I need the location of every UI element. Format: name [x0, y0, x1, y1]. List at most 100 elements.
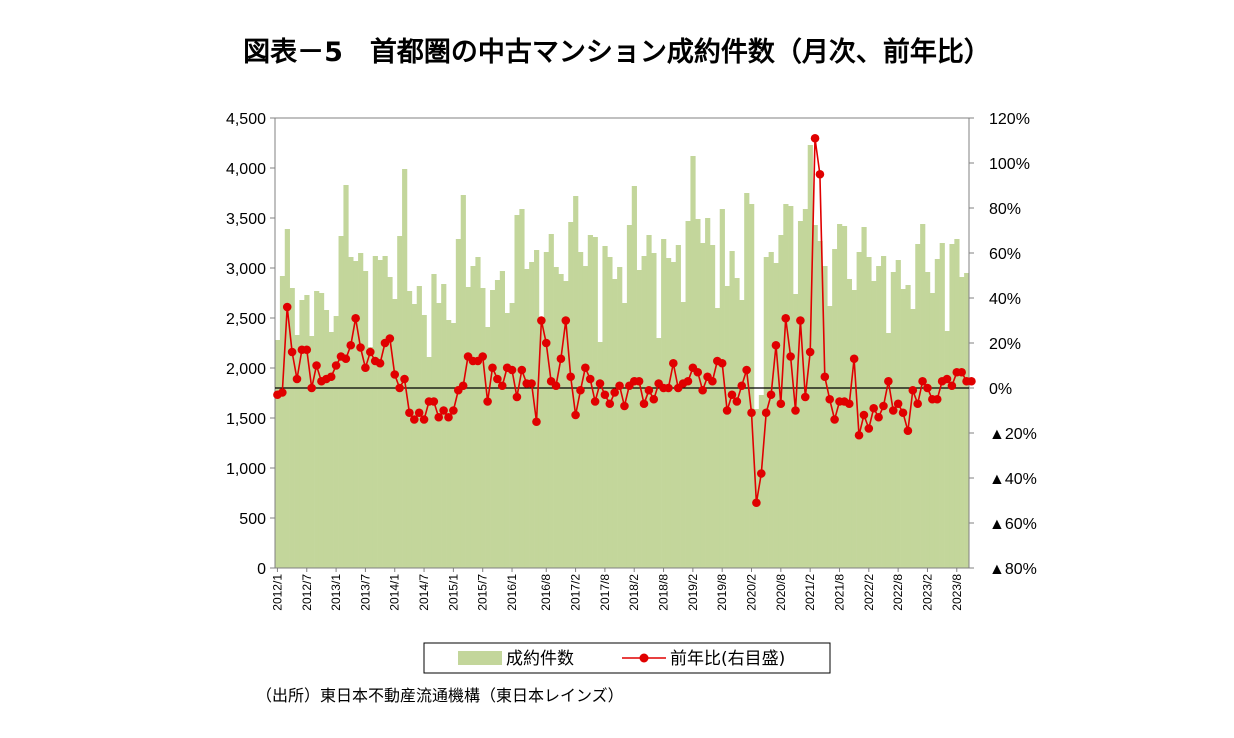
bar [568, 222, 574, 568]
line-point [879, 401, 888, 411]
line-point [669, 358, 678, 368]
bar [465, 287, 471, 568]
right-tick-label: 60% [989, 246, 1021, 263]
bar [827, 306, 833, 568]
line-point [390, 370, 400, 379]
line-point [923, 383, 932, 393]
line-point [908, 385, 918, 395]
left-y-axis: 0 500 1,000 1,500 2,000 2,500 3,000 3,500 4,000 4… [226, 111, 275, 578]
bar [416, 286, 422, 568]
line-point [776, 399, 786, 409]
bar [651, 253, 657, 568]
bar [338, 236, 344, 568]
line-point [752, 498, 761, 508]
bar [441, 284, 447, 568]
line-point [366, 347, 375, 357]
line-point [737, 381, 747, 391]
line-point [556, 354, 566, 364]
line-point [742, 365, 751, 375]
bar [587, 235, 593, 568]
line-point [947, 381, 957, 391]
bar [402, 169, 408, 568]
bar [744, 193, 750, 568]
bar [675, 245, 681, 568]
bar [964, 273, 970, 568]
legend-swatch-bar [458, 651, 502, 665]
line-point [385, 334, 395, 343]
line-point [439, 406, 448, 415]
line-point [541, 338, 551, 348]
bar [939, 243, 945, 568]
line-point [820, 372, 830, 382]
bar [299, 300, 305, 568]
legend: 成約件数 前年比(右目盛) [423, 642, 831, 674]
bar [626, 225, 633, 568]
bar [446, 320, 452, 568]
bar [617, 267, 623, 568]
line-point [576, 385, 585, 395]
bar [612, 279, 618, 568]
line-point [722, 406, 732, 415]
line-point [527, 379, 536, 388]
line-point [458, 381, 468, 391]
line-point [282, 302, 292, 312]
line-point [405, 408, 414, 418]
bar [734, 278, 740, 568]
line-point [756, 469, 766, 478]
bar [450, 323, 457, 568]
line-point [551, 381, 561, 391]
bar [949, 244, 955, 568]
line-point [644, 385, 654, 395]
line-point [693, 367, 703, 377]
bar [851, 290, 857, 568]
x-tick-label: 2020/8 [774, 574, 788, 611]
x-tick-label: 2020/2 [745, 574, 759, 611]
bar [934, 259, 940, 568]
bar [866, 257, 872, 568]
bar [900, 289, 906, 568]
bar [480, 288, 486, 568]
x-tick-label: 2013/1 [329, 574, 343, 611]
x-tick-label: 2017/2 [569, 574, 583, 611]
line-point [796, 316, 805, 325]
bar [925, 272, 931, 568]
line-point [830, 415, 839, 424]
right-tick-label: ▲40% [989, 471, 1037, 488]
right-tick-label: ▲60% [989, 516, 1037, 533]
bar [895, 260, 901, 568]
bar [304, 295, 310, 568]
left-tick-label: 0 [257, 561, 266, 578]
line-point [634, 376, 644, 386]
bar [431, 274, 437, 568]
bar [665, 258, 672, 568]
right-y-axis: ▲80% ▲60% ▲40% ▲20% 0% 20% 40% 60% 80% 100% 120% [969, 111, 1037, 578]
bar [714, 308, 721, 568]
line-point [849, 354, 859, 364]
source-note: （出所）東日本不動産流通機構（東日本レインズ） [256, 686, 624, 705]
line-point [307, 383, 316, 393]
line-point [278, 388, 287, 397]
line-point [512, 392, 522, 402]
line-point [615, 381, 624, 391]
left-tick-label: 1,500 [226, 411, 266, 428]
line-point [414, 408, 424, 418]
line-point [732, 397, 742, 406]
bar [421, 315, 427, 568]
x-tick-label: 2022/2 [862, 574, 876, 611]
line-point [825, 394, 835, 404]
line-point [595, 379, 605, 388]
bar [695, 219, 701, 568]
line-point [400, 374, 409, 384]
bar [353, 261, 359, 568]
line-point [444, 412, 453, 422]
bar [362, 271, 369, 568]
line-point [869, 403, 878, 413]
x-tick-label: 2014/1 [388, 574, 402, 611]
bar [509, 303, 515, 568]
bar [514, 215, 520, 568]
bar [314, 291, 320, 568]
legend-label-bar: 成約件数 [506, 649, 574, 669]
line-point [708, 376, 717, 386]
line-point [566, 372, 575, 382]
bar [602, 246, 608, 568]
